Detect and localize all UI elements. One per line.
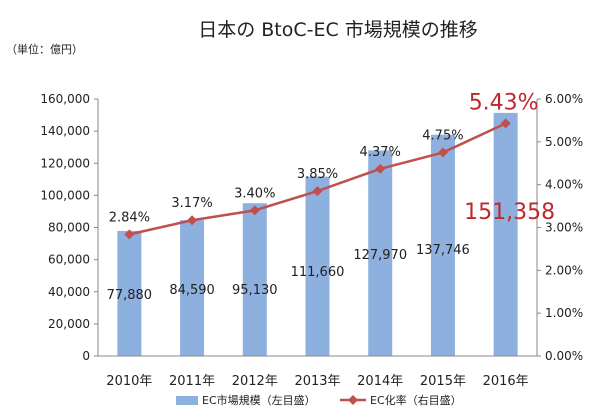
x-axis-tick-label: 2012年 bbox=[232, 374, 278, 389]
bar-value-label: 111,660 bbox=[291, 265, 345, 280]
plot-area: 0 20,000 40,000 60,000 80,000 100,000 120,000 1… bbox=[40, 90, 583, 389]
line-value-label: 3.85% bbox=[297, 167, 338, 182]
legend-label-line: EC化率（右目盛） bbox=[370, 393, 462, 407]
line-marker-ec-rate bbox=[187, 215, 198, 226]
right-axis-tick-label: 2.00% bbox=[545, 263, 583, 277]
x-axis-tick-label: 2013年 bbox=[294, 374, 340, 389]
line-value-label: 4.75% bbox=[422, 129, 463, 144]
line-marker-ec-rate bbox=[375, 163, 386, 174]
line-marker-ec-rate bbox=[500, 118, 511, 129]
left-axis-tick-label: 20,000 bbox=[48, 317, 90, 331]
left-axis-tick-label: 80,000 bbox=[48, 221, 90, 235]
left-axis-tick-label: 40,000 bbox=[48, 285, 90, 299]
left-axis-tick-label: 140,000 bbox=[40, 124, 90, 138]
bar-value-label: 95,130 bbox=[232, 283, 278, 298]
x-axis-tick-label: 2015年 bbox=[420, 374, 466, 389]
line-marker-ec-rate bbox=[249, 205, 260, 216]
legend-label-bar: EC市場規模（左目盛） bbox=[202, 393, 316, 407]
legend: EC市場規模（左目盛） EC化率（右目盛） bbox=[176, 393, 462, 407]
line-value-label: 3.40% bbox=[234, 186, 275, 201]
bar-ec-market-size bbox=[430, 134, 455, 356]
right-axis-tick-label: 0.00% bbox=[545, 349, 583, 363]
right-axis-tick-label: 5.00% bbox=[545, 135, 583, 149]
bar-value-label: 137,746 bbox=[416, 243, 470, 258]
bar-value-label-highlight: 151,358 bbox=[464, 200, 555, 225]
line-marker-ec-rate bbox=[437, 147, 448, 158]
right-axis-tick-label: 3.00% bbox=[545, 221, 583, 235]
line-value-label: 3.17% bbox=[171, 196, 212, 211]
left-axis-tick-label: 160,000 bbox=[40, 92, 90, 106]
left-axis-tick-label: 60,000 bbox=[48, 253, 90, 267]
line-value-label: 4.37% bbox=[360, 145, 401, 160]
right-axis-tick-label: 4.00% bbox=[545, 178, 583, 192]
line-value-label: 2.84% bbox=[109, 210, 150, 225]
legend-swatch-line-marker bbox=[348, 395, 358, 405]
x-axis-tick-label: 2010年 bbox=[106, 374, 152, 389]
unit-label: （単位：億円） bbox=[6, 42, 83, 56]
x-axis-tick-label: 2016年 bbox=[483, 374, 529, 389]
chart-title: 日本の BtoC-EC 市場規模の推移 bbox=[198, 19, 478, 41]
left-axis-tick-label: 120,000 bbox=[40, 156, 90, 170]
x-axis-tick-label: 2011年 bbox=[169, 374, 215, 389]
left-axis-tick-label: 0 bbox=[82, 349, 90, 363]
line-marker-ec-rate bbox=[312, 186, 323, 197]
line-value-label-highlight: 5.43% bbox=[469, 90, 539, 115]
left-axis-tick-label: 100,000 bbox=[40, 188, 90, 202]
bar-ec-market-size bbox=[117, 230, 142, 356]
line-marker-ec-rate bbox=[124, 229, 135, 240]
bar-value-label: 127,970 bbox=[353, 248, 407, 263]
bar-value-label: 84,590 bbox=[169, 283, 215, 298]
right-axis-tick-label: 1.00% bbox=[545, 306, 583, 320]
bar-ec-market-size bbox=[305, 176, 330, 356]
right-axis-tick-label: 6.00% bbox=[545, 92, 583, 106]
x-axis-tick-label: 2014年 bbox=[357, 374, 403, 389]
bar-value-label: 77,880 bbox=[107, 288, 153, 303]
bar-ec-market-size bbox=[180, 220, 205, 356]
bar-ec-market-size bbox=[493, 112, 518, 356]
bar-ec-market-size bbox=[368, 150, 393, 356]
legend-swatch-bar bbox=[176, 396, 198, 405]
bar-ec-market-size bbox=[242, 203, 267, 356]
